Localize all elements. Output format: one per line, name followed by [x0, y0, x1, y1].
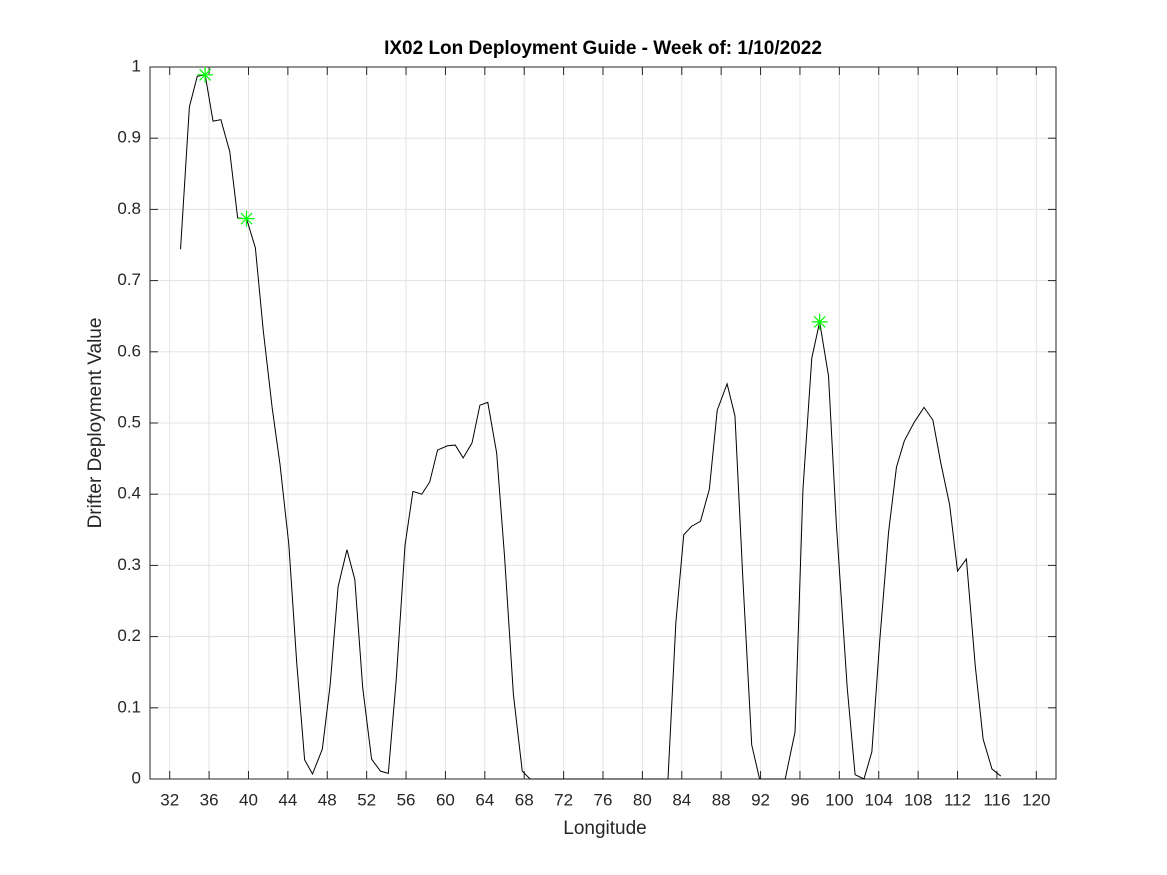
- highlight-star: [811, 313, 828, 330]
- x-tick-label: 60: [436, 790, 455, 809]
- highlight-star: [197, 66, 214, 83]
- y-tick-label: 0.3: [117, 555, 141, 574]
- x-tick-label: 48: [318, 790, 337, 809]
- data-line: [180, 74, 1002, 780]
- star-stroke: [813, 315, 826, 328]
- star-stroke: [240, 212, 253, 225]
- y-tick-label: 0: [132, 768, 141, 787]
- x-tick-label: 92: [751, 790, 770, 809]
- x-tick-label: 120: [1022, 790, 1050, 809]
- x-tick-label: 32: [160, 790, 179, 809]
- highlight-star: [238, 210, 255, 227]
- x-tick-label: 80: [633, 790, 652, 809]
- chart-title: IX02 Lon Deployment Guide - Week of: 1/1…: [384, 38, 822, 59]
- x-tick-label: 112: [944, 790, 971, 809]
- x-tick-label: 116: [983, 790, 1010, 809]
- y-axis-label: Drifter Deployment Value: [85, 318, 106, 529]
- x-tick-label: 64: [475, 790, 494, 809]
- x-tick-label: 36: [200, 790, 219, 809]
- x-axis-label: Longitude: [563, 818, 646, 839]
- x-tick-label: 72: [554, 790, 573, 809]
- x-tick-label: 40: [239, 790, 258, 809]
- x-tick-label: 96: [790, 790, 809, 809]
- y-tick-label: 1: [132, 56, 141, 75]
- star-stroke: [199, 68, 212, 81]
- x-tick-label: 84: [672, 790, 691, 809]
- x-tick-label: 104: [865, 790, 893, 809]
- x-tick-label: 76: [594, 790, 613, 809]
- x-tick-label: 52: [357, 790, 376, 809]
- x-tick-label: 56: [397, 790, 416, 809]
- x-tick-label: 100: [825, 790, 853, 809]
- y-tick-label: 0.4: [117, 484, 141, 503]
- y-tick-label: 0.9: [117, 128, 141, 147]
- x-tick-label: 88: [712, 790, 731, 809]
- y-tick-label: 0.5: [117, 412, 141, 431]
- y-tick-label: 0.6: [117, 341, 141, 360]
- y-tick-label: 0.2: [117, 626, 141, 645]
- y-tick-label: 0.7: [117, 270, 141, 289]
- x-tick-label: 68: [515, 790, 534, 809]
- x-tick-label: 108: [904, 790, 932, 809]
- x-tick-label: 44: [278, 790, 297, 809]
- y-tick-label: 0.8: [117, 199, 141, 218]
- y-tick-label: 0.1: [117, 697, 141, 716]
